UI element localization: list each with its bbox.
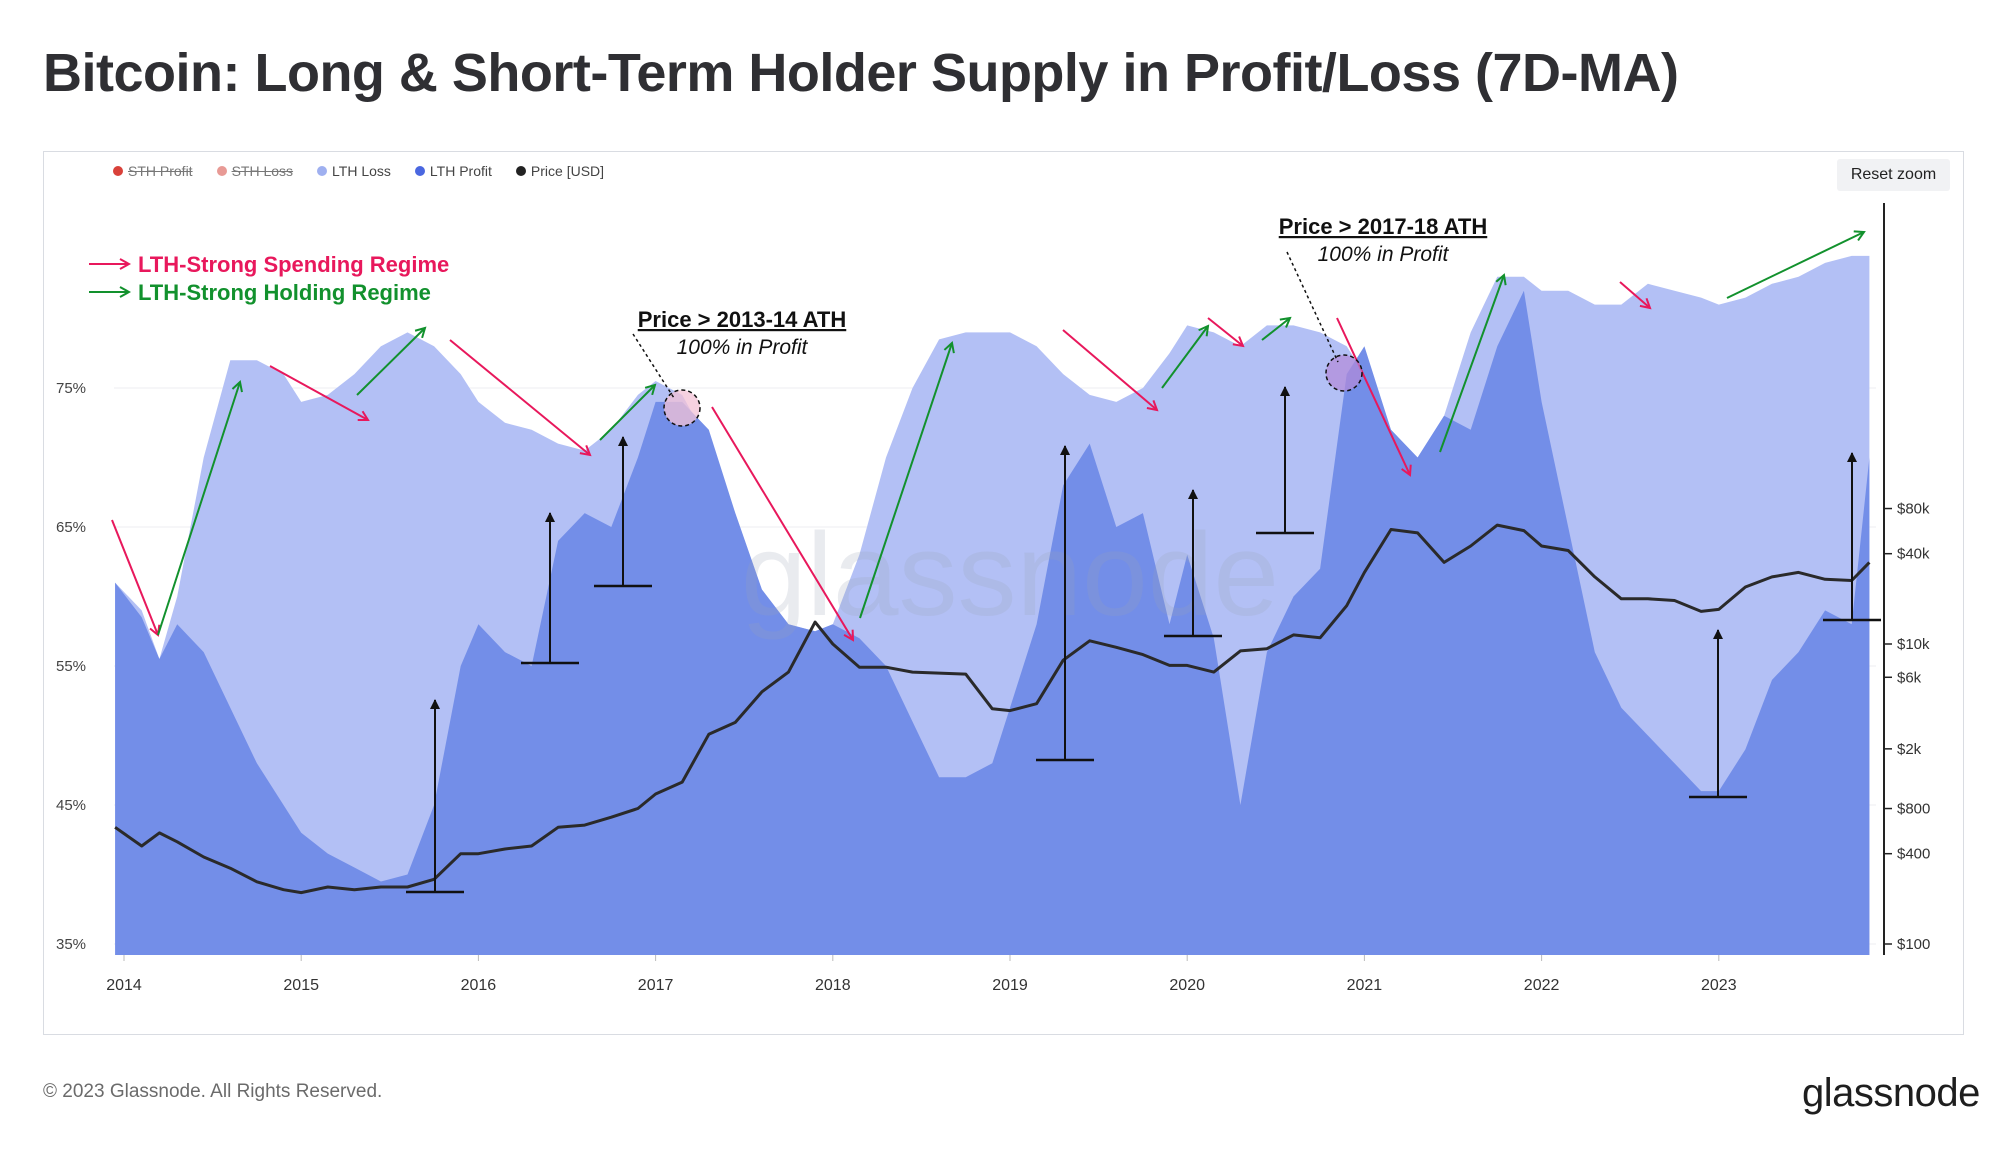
- annotation-subtitle: 100% in Profit: [1318, 243, 1450, 266]
- spending-regime-arrow: [1619, 281, 1650, 308]
- x-tick-label: 2022: [1524, 977, 1560, 994]
- y-left-tick-label: 55%: [56, 658, 86, 675]
- legend-item-sth-loss[interactable]: STH Loss: [216, 163, 294, 179]
- x-tick-label: 2019: [992, 977, 1028, 994]
- legend-item-price[interactable]: Price [USD]: [515, 163, 605, 179]
- legend-dot-icon: [113, 166, 123, 176]
- copyright-text: © 2023 Glassnode. All Rights Reserved.: [43, 1081, 383, 1102]
- legend-item-lth-profit[interactable]: LTH Profit: [414, 163, 492, 179]
- legend-item-sth-profit[interactable]: STH Profit: [113, 163, 193, 179]
- y-left-tick-label: 45%: [56, 797, 86, 814]
- legend-dot-icon: [414, 166, 425, 176]
- holding-regime-arrow: [859, 343, 952, 619]
- regime-arrows: [111, 232, 1864, 640]
- x-tick-label: 2021: [1347, 977, 1383, 994]
- price-line: [114, 523, 1871, 895]
- x-tick-label: 2023: [1701, 977, 1737, 994]
- holding-regime-arrow: [599, 385, 655, 441]
- x-tick-label: 2015: [283, 977, 319, 994]
- legend-item-lth-loss[interactable]: LTH Loss: [317, 163, 391, 179]
- legend-label: Price [USD]: [530, 163, 605, 179]
- holding-regime-label: LTH-Strong Holding Regime: [138, 280, 431, 305]
- y-left-tick-label: 65%: [56, 519, 86, 536]
- x-tick-label: 2016: [461, 977, 497, 994]
- x-tick-label: 2020: [1169, 977, 1205, 994]
- holding-regime-arrow: [1726, 232, 1864, 299]
- spending-regime-arrow: [449, 339, 590, 455]
- ath-leader-2020: [1286, 251, 1339, 363]
- holding-regime-arrow: [356, 328, 425, 396]
- legend-label: LTH Profit: [429, 163, 492, 179]
- chart-frame: [43, 151, 1964, 1035]
- legend-dot-icon: [515, 166, 526, 176]
- x-tick-label: 2018: [815, 977, 851, 994]
- glassnode-logo: glassnode: [1802, 1071, 1980, 1115]
- lth-profit-area: [115, 290, 1870, 955]
- y-left-tick-label: 35%: [56, 936, 86, 953]
- reset-zoom-button[interactable]: Reset zoom: [1837, 159, 1950, 191]
- legend-dot-icon: [317, 166, 328, 176]
- y-right-tick-label: $400: [1897, 846, 1930, 863]
- y-right-tick-label: $6k: [1897, 669, 1922, 686]
- spending-regime-arrow: [269, 365, 368, 420]
- spending-regime-arrow: [711, 406, 853, 640]
- axes: 35% 45% 55% 65% 75% $100 $400 $800 $2k $6k $10k $40…: [56, 203, 1930, 994]
- x-tick-label: 2017: [638, 977, 674, 994]
- y-right-tick-label: $2k: [1897, 741, 1922, 758]
- x-tick-label: 2014: [106, 977, 142, 994]
- y-right-tick-label: $40k: [1897, 546, 1930, 563]
- holding-regime-arrow: [1439, 275, 1504, 453]
- spending-regime-arrow: [1207, 317, 1243, 346]
- ath-marker-2020: [1325, 354, 1363, 392]
- holding-regime-arrow: [1161, 326, 1208, 389]
- ath-marker-2017: [663, 389, 701, 427]
- holding-regime-arrow: [157, 382, 240, 636]
- y-right-tick-label: $800: [1897, 801, 1930, 818]
- y-right-tick-label: $10k: [1897, 636, 1930, 653]
- holding-regime-arrow: [1261, 318, 1290, 341]
- spending-regime-arrow: [1062, 329, 1157, 410]
- ath-leader-2017: [632, 333, 675, 399]
- annotation-title: Price > 2017-18 ATH: [1279, 214, 1488, 239]
- annotation-title: Price > 2013-14 ATH: [638, 307, 847, 332]
- annotation-subtitle: 100% in Profit: [677, 336, 809, 359]
- y-right-tick-label: $80k: [1897, 501, 1930, 518]
- spending-regime-arrow: [111, 519, 158, 635]
- chart-title: Bitcoin: Long & Short-Term Holder Supply…: [43, 43, 1679, 103]
- spending-regime-arrow: [1336, 317, 1410, 475]
- y-right-tick-label: $100: [1897, 936, 1930, 953]
- profit-jump-markers: [406, 386, 1881, 894]
- legend-label: STH Loss: [231, 163, 294, 179]
- watermark: glassnode: [741, 509, 1279, 641]
- chart-legend: STH Profit STH Loss LTH Loss LTH Profit …: [113, 163, 604, 179]
- legend-label: LTH Loss: [332, 163, 391, 179]
- y-left-tick-label: 75%: [56, 380, 86, 397]
- spending-regime-label: LTH-Strong Spending Regime: [138, 252, 449, 277]
- legend-label: STH Profit: [128, 163, 193, 179]
- legend-dot-icon: [216, 166, 227, 176]
